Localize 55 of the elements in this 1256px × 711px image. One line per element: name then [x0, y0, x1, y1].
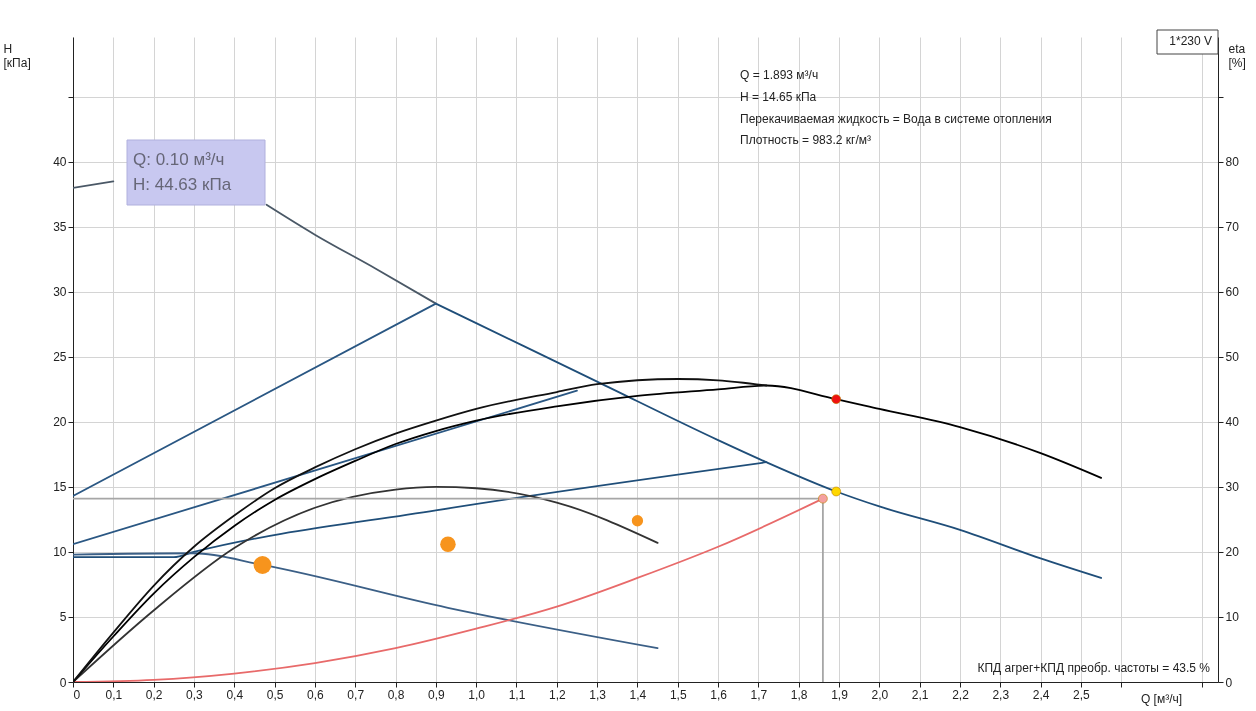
x-tick-label: 0,1: [105, 687, 123, 702]
x-tick-label: 2,2: [952, 687, 970, 702]
y2-tick-label: 30: [1225, 480, 1240, 495]
y-tick-label: 15: [53, 480, 67, 495]
x-tick-label: 1,4: [629, 687, 647, 702]
y-tick-label: 20: [53, 415, 67, 430]
y-axis-title: H [кПа]: [3, 41, 31, 70]
y2-tick-label: 40: [1225, 415, 1240, 430]
x-tick-label: 0,2: [145, 687, 163, 702]
x-tick-label: 1,5: [669, 687, 687, 702]
y-tick-label: 10: [53, 545, 67, 560]
x-tick-label: 2,1: [911, 687, 929, 702]
x-tick-label: 1,1: [508, 687, 526, 702]
annotation: Плотность = 983.2 кг/м³: [740, 133, 871, 147]
y-tick-label: 40: [53, 155, 67, 170]
y-tick-label: 25: [53, 350, 67, 365]
x-tick-label: 0,9: [428, 687, 446, 702]
y-tick-label: 5: [59, 610, 67, 625]
x-tick-label: 0,8: [387, 687, 405, 702]
x-tick-label: 2,4: [1032, 687, 1050, 702]
x-tick-label: 1,9: [831, 687, 849, 702]
x-tick-label: 1,2: [548, 687, 566, 702]
annotation: H = 14.65 кПа: [740, 90, 817, 104]
x-tick-label: 0: [73, 687, 81, 702]
x-tick-label: 2,0: [871, 687, 889, 702]
x-tick-label: 1,8: [790, 687, 808, 702]
y2-tick-label: 10: [1225, 610, 1240, 625]
x-tick-label: 2,5: [1073, 687, 1091, 702]
x-tick-label: 1,7: [750, 687, 768, 702]
y2-tick-label: 0: [1225, 675, 1233, 690]
x-tick-label: 0,6: [307, 687, 325, 702]
y2-tick-label: 70: [1225, 220, 1240, 235]
y-tick-label: 35: [53, 220, 67, 235]
x-tick-label: 1,0: [468, 687, 486, 702]
x-axis-title: Q [м³/ч]: [1140, 691, 1183, 706]
y-tick-label: 30: [53, 285, 67, 300]
y2-tick-label: 80: [1225, 155, 1240, 170]
y2-axis-title: eta [%]: [1228, 41, 1246, 70]
x-tick-label: 0,7: [347, 687, 365, 702]
annotation: КПД агрег+КПД преобр. частоты = 43.5 %: [977, 661, 1211, 675]
x-tick-label: 2,3: [992, 687, 1010, 702]
x-tick-label: 0,5: [266, 687, 284, 702]
y-tick-label: 0: [59, 675, 67, 690]
x-tick-label: 0,4: [226, 687, 244, 702]
y2-tick-label: 20: [1225, 545, 1240, 560]
annotation: H: 44.63 кПа: [133, 175, 232, 194]
annotation: 1*230 V: [1169, 34, 1212, 48]
x-tick-label: 0,3: [186, 687, 204, 702]
annotation: Перекачиваемая жидкость = Вода в системе отопления: [740, 112, 1052, 126]
annotation: Q = 1.893 м³/ч: [740, 68, 819, 82]
x-tick-label: 1,6: [710, 687, 728, 702]
annotation: Q: 0.10 м³/ч: [133, 150, 225, 169]
y2-tick-label: 50: [1225, 350, 1240, 365]
y2-tick-label: 60: [1225, 285, 1240, 300]
x-tick-label: 1,3: [589, 687, 607, 702]
